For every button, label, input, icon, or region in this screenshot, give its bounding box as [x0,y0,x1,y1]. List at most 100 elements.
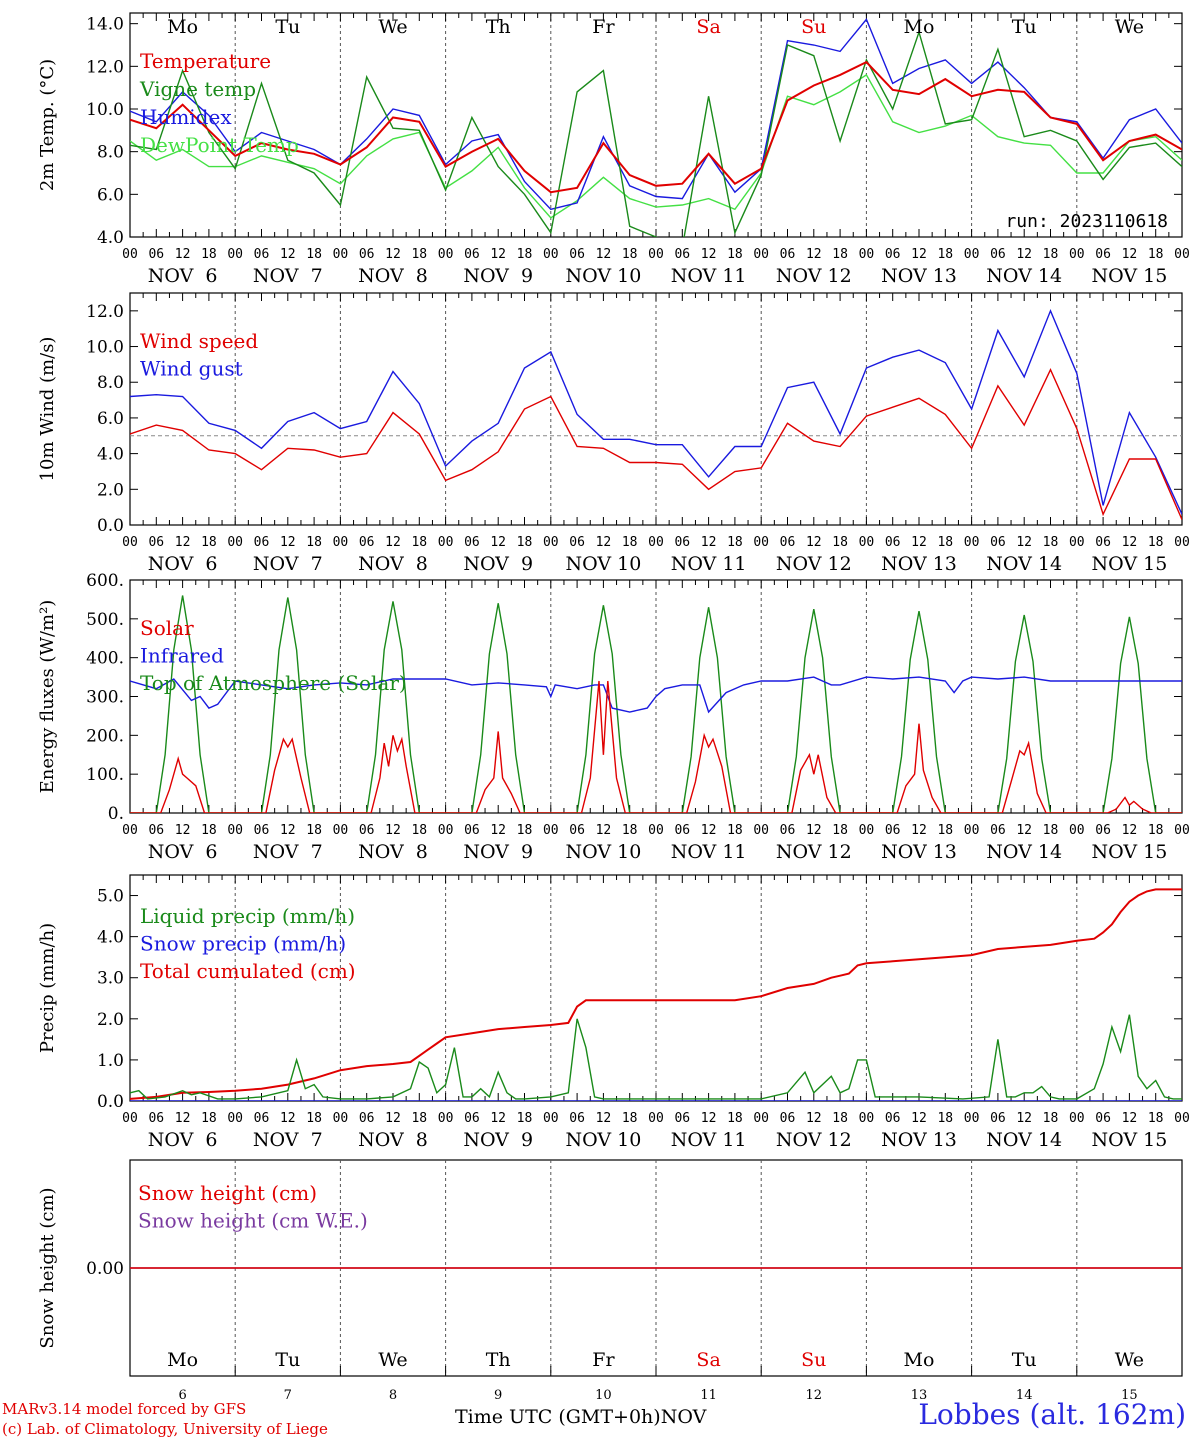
date-label: NOV 8 [358,265,428,287]
day-name: Tu [275,16,300,38]
hour-label: 00 [543,535,559,550]
hour-label: 12 [175,823,191,838]
hour-label: 06 [1095,535,1111,550]
hour-label: 18 [306,1111,322,1126]
date-label: NOV 7 [253,553,323,575]
lab-credit: (c) Lab. of Climatology, University of L… [2,1420,328,1438]
hour-label: 06 [780,535,796,550]
hour-label: 18 [306,823,322,838]
date-label: NOV 9 [463,1129,533,1151]
date-label: NOV 14 [986,841,1062,863]
hour-label: 06 [254,535,270,550]
date-label: NOV 12 [776,553,852,575]
hour-label: 00 [648,1111,664,1126]
date-label: NOV 7 [253,265,323,287]
date-label: NOV 9 [463,553,533,575]
date-label: NOV 6 [148,841,218,863]
hour-label: 00 [122,535,138,550]
hour-label: 06 [990,1111,1006,1126]
day-name: We [1115,1349,1144,1371]
hour-label: 12 [701,823,717,838]
hour-label: 18 [727,1111,743,1126]
hour-label: 06 [359,247,375,262]
y-tick-label: 400. [86,649,124,669]
y-tick-label: 2.0 [97,1010,124,1030]
hour-label: 18 [937,535,953,550]
y-tick-label: 12.0 [86,57,124,77]
hour-label: 12 [280,1111,296,1126]
date-label: NOV 14 [986,1129,1062,1151]
hour-label: 12 [385,1111,401,1126]
hour-label: 12 [806,535,822,550]
hour-label: 06 [569,1111,585,1126]
hour-label: 00 [648,823,664,838]
hour-label: 18 [517,535,533,550]
hour-label: 00 [227,1111,243,1126]
series-solar [130,680,1182,813]
day-number: 14 [1016,1388,1033,1403]
date-label: NOV 13 [881,841,957,863]
panel-snow: 0.00 Snow height (cm) Snow height (cm) Snow… [37,1159,1183,1403]
series-total-cumulated-cm- [130,888,1182,1100]
hour-label: 18 [411,823,427,838]
hour-label: 18 [1043,247,1059,262]
date-label: NOV 10 [565,553,641,575]
hour-label: 18 [622,247,638,262]
hour-label: 18 [411,247,427,262]
hour-label: 00 [859,535,875,550]
hour-label: 06 [254,1111,270,1126]
hour-label: 00 [859,1111,875,1126]
day-name: Tu [275,1349,300,1371]
hour-label: 00 [1069,247,1085,262]
hour-label: 06 [464,823,480,838]
hour-label: 12 [806,823,822,838]
hour-label: 06 [674,823,690,838]
hour-label: 12 [1016,247,1032,262]
hour-label: 12 [1016,823,1032,838]
plot-frame [129,12,1183,238]
day-name: Fr [592,1349,615,1371]
hour-label: 00 [438,247,454,262]
day-number: 12 [806,1388,823,1403]
hour-label: 18 [306,247,322,262]
panel-wind: 0.0 2.0 4.0 6.0 8.0 10.0 12.0 10m Wind (m/s) Win… [37,292,1190,575]
hour-label: 12 [701,535,717,550]
day-name: Su [801,1349,826,1371]
hour-label: 00 [753,1111,769,1126]
hour-label: 06 [464,247,480,262]
model-credit: MARv3.14 model forced by GFS [2,1400,247,1418]
y-tick-label: 4.0 [97,928,124,948]
y-tick-label: 10.0 [86,100,124,120]
hour-label: 06 [148,535,164,550]
series-infrared [130,676,1182,714]
y-tick-label: 4.0 [97,228,124,248]
date-label: NOV 10 [565,841,641,863]
day-name: Sa [696,1349,720,1371]
hour-label: 12 [806,1111,822,1126]
legend-entry: DewPoint Temp [140,133,299,157]
day-name: Tu [1012,1349,1037,1371]
date-label: NOV 15 [1091,1129,1167,1151]
day-number: 8 [389,1388,397,1403]
hour-label: 12 [175,1111,191,1126]
hour-label: 00 [333,823,349,838]
hour-label: 12 [911,247,927,262]
legend-entry: Snow height (cm) [138,1181,317,1205]
legend-entry: Total cumulated (cm) [140,959,356,983]
hour-label: 18 [517,247,533,262]
hour-label: 12 [1016,1111,1032,1126]
hour-label: 12 [911,823,927,838]
series-temperature [130,60,1182,194]
hour-label: 12 [911,1111,927,1126]
hour-label: 00 [753,823,769,838]
hour-label: 00 [1174,247,1190,262]
hour-label: 18 [1148,823,1164,838]
y-axis-label: 10m Wind (m/s) [37,337,58,482]
date-label: NOV 8 [358,553,428,575]
hour-label: 06 [148,247,164,262]
date-label: NOV 6 [148,265,218,287]
day-name: Mo [904,16,935,38]
hour-label: 12 [385,247,401,262]
hour-label: 18 [201,535,217,550]
hour-label: 18 [1148,247,1164,262]
